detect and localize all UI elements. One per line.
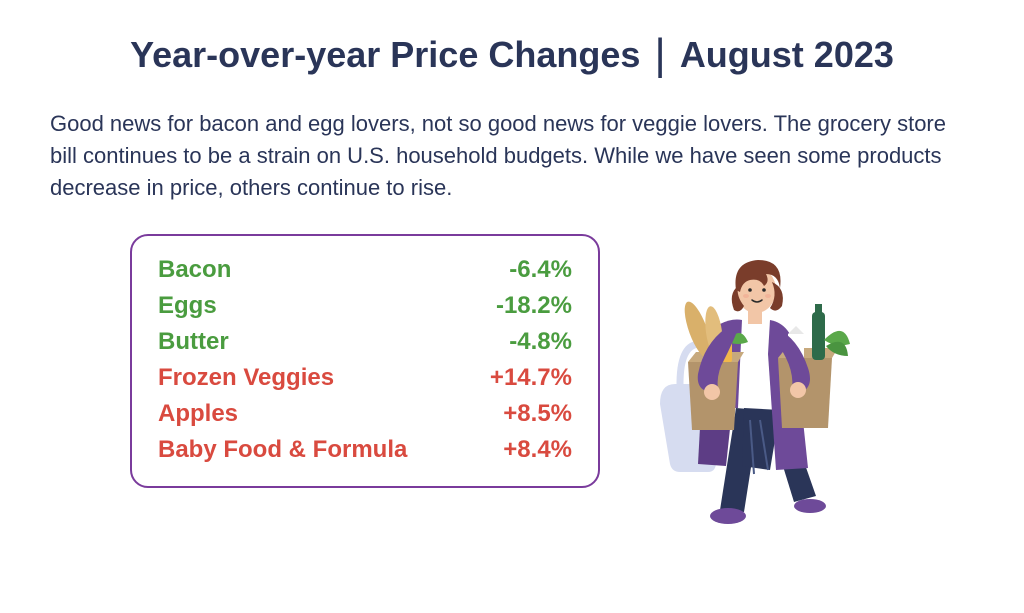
price-change-box: Bacon -6.4% Eggs -18.2% Butter -4.8% Fro…: [130, 234, 600, 488]
price-row: Butter -4.8%: [158, 324, 572, 360]
item-value: -6.4%: [509, 252, 572, 288]
price-row: Bacon -6.4%: [158, 252, 572, 288]
price-row: Eggs -18.2%: [158, 288, 572, 324]
content-row: Bacon -6.4% Eggs -18.2% Butter -4.8% Fro…: [50, 234, 974, 534]
title-divider-icon: |: [654, 30, 665, 80]
price-row: Baby Food & Formula +8.4%: [158, 432, 572, 468]
item-value: +8.4%: [503, 432, 572, 468]
page-title-wrap: Year-over-year Price Changes | August 20…: [50, 30, 974, 80]
price-row: Apples +8.5%: [158, 396, 572, 432]
title-main: Year-over-year Price Changes: [130, 34, 640, 76]
description-text: Good news for bacon and egg lovers, not …: [50, 108, 974, 204]
item-label: Frozen Veggies: [158, 360, 334, 396]
item-label: Eggs: [158, 288, 217, 324]
price-row: Frozen Veggies +14.7%: [158, 360, 572, 396]
item-value: -18.2%: [496, 288, 572, 324]
item-value: +14.7%: [490, 360, 572, 396]
item-value: +8.5%: [503, 396, 572, 432]
item-label: Apples: [158, 396, 238, 432]
title-period: August 2023: [680, 34, 894, 76]
item-label: Baby Food & Formula: [158, 432, 407, 468]
grocery-shopper-illustration: [620, 234, 880, 534]
item-value: -4.8%: [509, 324, 572, 360]
item-label: Butter: [158, 324, 229, 360]
item-label: Bacon: [158, 252, 231, 288]
